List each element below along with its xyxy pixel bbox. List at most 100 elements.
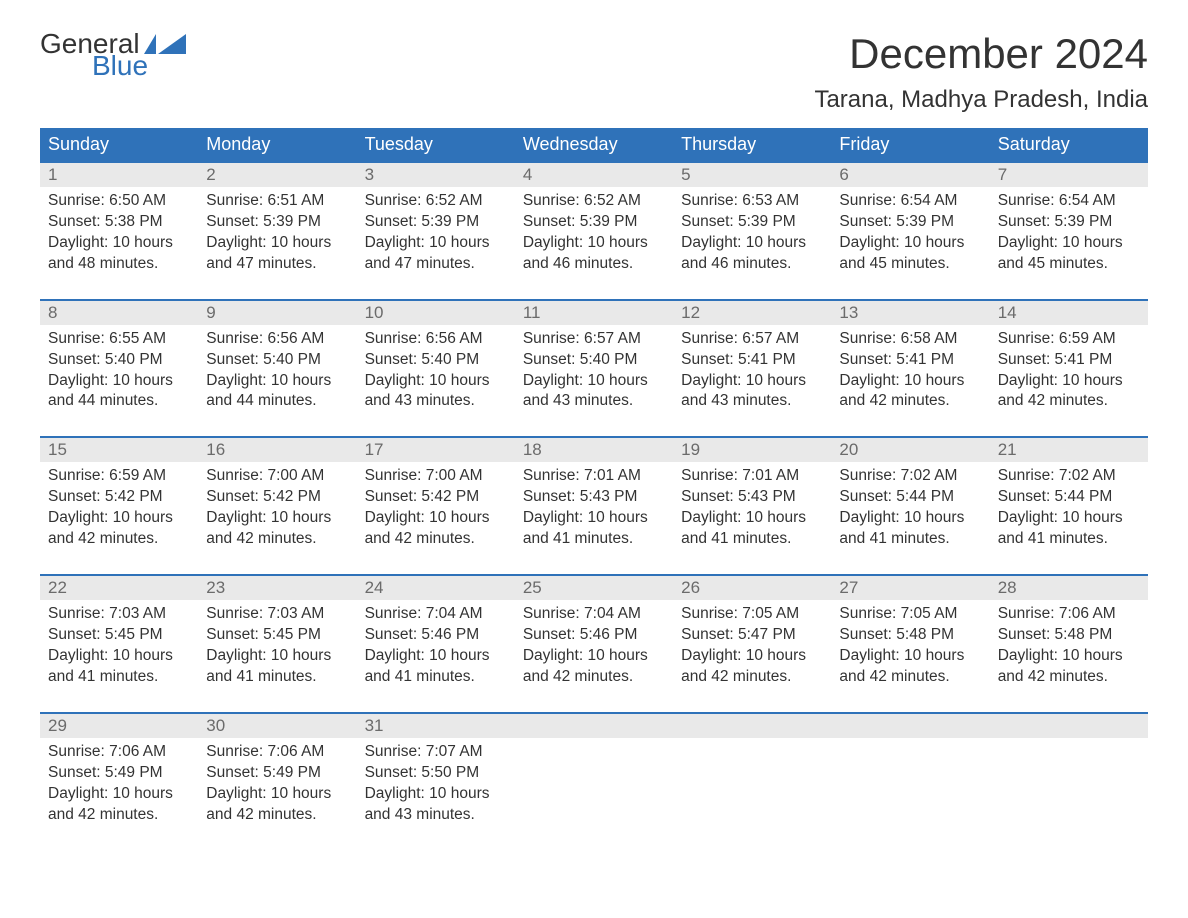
page-title: December 2024 <box>849 30 1148 78</box>
day-sunset: Sunset: 5:49 PM <box>206 763 348 784</box>
day-body: Sunrise: 7:04 AMSunset: 5:46 PMDaylight:… <box>357 600 515 694</box>
day-body: Sunrise: 6:53 AMSunset: 5:39 PMDaylight:… <box>673 187 831 281</box>
day-sunset: Sunset: 5:45 PM <box>206 625 348 646</box>
day-dl1: Daylight: 10 hours <box>48 646 190 667</box>
week-row: 15Sunrise: 6:59 AMSunset: 5:42 PMDayligh… <box>40 436 1148 556</box>
day-number: 4 <box>515 163 673 187</box>
day-dl1: Daylight: 10 hours <box>681 508 823 529</box>
day-number: 28 <box>990 576 1148 600</box>
day-body: Sunrise: 7:03 AMSunset: 5:45 PMDaylight:… <box>40 600 198 694</box>
day-body: Sunrise: 6:52 AMSunset: 5:39 PMDaylight:… <box>515 187 673 281</box>
day-cell: 1Sunrise: 6:50 AMSunset: 5:38 PMDaylight… <box>40 163 198 281</box>
day-dl1: Daylight: 10 hours <box>998 233 1140 254</box>
day-cell: 8Sunrise: 6:55 AMSunset: 5:40 PMDaylight… <box>40 301 198 419</box>
day-cell: 20Sunrise: 7:02 AMSunset: 5:44 PMDayligh… <box>831 438 989 556</box>
day-body: Sunrise: 6:50 AMSunset: 5:38 PMDaylight:… <box>40 187 198 281</box>
day-dl1: Daylight: 10 hours <box>998 508 1140 529</box>
day-dl1: Daylight: 10 hours <box>839 508 981 529</box>
day-body: Sunrise: 7:01 AMSunset: 5:43 PMDaylight:… <box>673 462 831 556</box>
day-cell <box>515 714 673 832</box>
day-sunrise: Sunrise: 7:02 AM <box>839 466 981 487</box>
day-number: 23 <box>198 576 356 600</box>
day-cell: 11Sunrise: 6:57 AMSunset: 5:40 PMDayligh… <box>515 301 673 419</box>
day-body: Sunrise: 7:04 AMSunset: 5:46 PMDaylight:… <box>515 600 673 694</box>
day-sunset: Sunset: 5:49 PM <box>48 763 190 784</box>
day-number: 8 <box>40 301 198 325</box>
day-sunset: Sunset: 5:38 PM <box>48 212 190 233</box>
day-body: Sunrise: 7:02 AMSunset: 5:44 PMDaylight:… <box>990 462 1148 556</box>
day-cell: 12Sunrise: 6:57 AMSunset: 5:41 PMDayligh… <box>673 301 831 419</box>
day-number: 15 <box>40 438 198 462</box>
day-number: 30 <box>198 714 356 738</box>
day-dl2: and 44 minutes. <box>206 391 348 412</box>
day-dl2: and 45 minutes. <box>839 254 981 275</box>
day-number: 6 <box>831 163 989 187</box>
day-cell: 29Sunrise: 7:06 AMSunset: 5:49 PMDayligh… <box>40 714 198 832</box>
day-sunrise: Sunrise: 6:58 AM <box>839 329 981 350</box>
day-cell: 24Sunrise: 7:04 AMSunset: 5:46 PMDayligh… <box>357 576 515 694</box>
day-cell: 7Sunrise: 6:54 AMSunset: 5:39 PMDaylight… <box>990 163 1148 281</box>
day-dl1: Daylight: 10 hours <box>365 371 507 392</box>
day-dl1: Daylight: 10 hours <box>681 233 823 254</box>
day-sunrise: Sunrise: 6:56 AM <box>206 329 348 350</box>
day-dl2: and 42 minutes. <box>206 529 348 550</box>
day-sunrise: Sunrise: 7:01 AM <box>681 466 823 487</box>
day-dl2: and 43 minutes. <box>681 391 823 412</box>
day-dl1: Daylight: 10 hours <box>365 233 507 254</box>
day-body: Sunrise: 7:01 AMSunset: 5:43 PMDaylight:… <box>515 462 673 556</box>
day-body: Sunrise: 7:06 AMSunset: 5:49 PMDaylight:… <box>198 738 356 832</box>
day-cell: 25Sunrise: 7:04 AMSunset: 5:46 PMDayligh… <box>515 576 673 694</box>
day-cell <box>990 714 1148 832</box>
day-sunrise: Sunrise: 7:05 AM <box>839 604 981 625</box>
day-cell: 16Sunrise: 7:00 AMSunset: 5:42 PMDayligh… <box>198 438 356 556</box>
day-sunset: Sunset: 5:45 PM <box>48 625 190 646</box>
logo-text-blue: Blue <box>92 52 186 80</box>
day-dl2: and 42 minutes. <box>681 667 823 688</box>
day-body: Sunrise: 7:06 AMSunset: 5:48 PMDaylight:… <box>990 600 1148 694</box>
day-dl1: Daylight: 10 hours <box>365 646 507 667</box>
day-dl2: and 41 minutes. <box>998 529 1140 550</box>
day-body: Sunrise: 7:07 AMSunset: 5:50 PMDaylight:… <box>357 738 515 832</box>
day-dl2: and 42 minutes. <box>998 391 1140 412</box>
day-cell: 2Sunrise: 6:51 AMSunset: 5:39 PMDaylight… <box>198 163 356 281</box>
day-body: Sunrise: 6:54 AMSunset: 5:39 PMDaylight:… <box>831 187 989 281</box>
day-cell: 18Sunrise: 7:01 AMSunset: 5:43 PMDayligh… <box>515 438 673 556</box>
day-dl1: Daylight: 10 hours <box>681 371 823 392</box>
day-sunset: Sunset: 5:42 PM <box>48 487 190 508</box>
day-body: Sunrise: 6:51 AMSunset: 5:39 PMDaylight:… <box>198 187 356 281</box>
day-number: 1 <box>40 163 198 187</box>
day-dl2: and 41 minutes. <box>48 667 190 688</box>
day-number: 10 <box>357 301 515 325</box>
day-sunset: Sunset: 5:42 PM <box>365 487 507 508</box>
day-sunrise: Sunrise: 7:06 AM <box>206 742 348 763</box>
day-dl2: and 42 minutes. <box>998 667 1140 688</box>
day-sunrise: Sunrise: 6:54 AM <box>839 191 981 212</box>
day-sunrise: Sunrise: 6:52 AM <box>523 191 665 212</box>
week-row: 29Sunrise: 7:06 AMSunset: 5:49 PMDayligh… <box>40 712 1148 832</box>
day-body: Sunrise: 6:52 AMSunset: 5:39 PMDaylight:… <box>357 187 515 281</box>
day-cell: 21Sunrise: 7:02 AMSunset: 5:44 PMDayligh… <box>990 438 1148 556</box>
day-cell: 13Sunrise: 6:58 AMSunset: 5:41 PMDayligh… <box>831 301 989 419</box>
day-dl1: Daylight: 10 hours <box>523 371 665 392</box>
day-dl1: Daylight: 10 hours <box>998 646 1140 667</box>
day-cell: 31Sunrise: 7:07 AMSunset: 5:50 PMDayligh… <box>357 714 515 832</box>
day-header-cell: Wednesday <box>515 128 673 161</box>
day-sunrise: Sunrise: 7:03 AM <box>48 604 190 625</box>
day-dl2: and 42 minutes. <box>365 529 507 550</box>
week-row: 22Sunrise: 7:03 AMSunset: 5:45 PMDayligh… <box>40 574 1148 694</box>
day-header-cell: Tuesday <box>357 128 515 161</box>
day-sunset: Sunset: 5:50 PM <box>365 763 507 784</box>
day-sunset: Sunset: 5:41 PM <box>681 350 823 371</box>
day-dl2: and 42 minutes. <box>523 667 665 688</box>
day-cell: 4Sunrise: 6:52 AMSunset: 5:39 PMDaylight… <box>515 163 673 281</box>
day-cell <box>673 714 831 832</box>
day-sunset: Sunset: 5:47 PM <box>681 625 823 646</box>
day-dl1: Daylight: 10 hours <box>206 508 348 529</box>
day-cell: 15Sunrise: 6:59 AMSunset: 5:42 PMDayligh… <box>40 438 198 556</box>
day-body: Sunrise: 7:00 AMSunset: 5:42 PMDaylight:… <box>198 462 356 556</box>
day-dl2: and 41 minutes. <box>681 529 823 550</box>
day-dl2: and 43 minutes. <box>365 391 507 412</box>
day-sunrise: Sunrise: 6:59 AM <box>998 329 1140 350</box>
day-dl2: and 41 minutes. <box>206 667 348 688</box>
day-sunrise: Sunrise: 6:52 AM <box>365 191 507 212</box>
